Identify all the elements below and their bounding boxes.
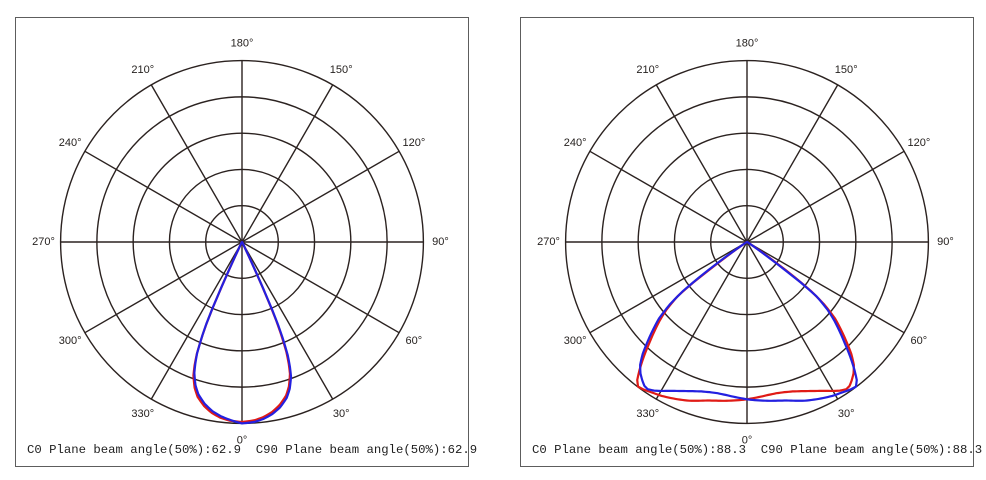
angle-label: 210° <box>636 64 659 76</box>
beam-angle-caption-1: C0 Plane beam angle(50%):62.9 C90 Plane … <box>27 443 478 457</box>
angle-label: 60° <box>406 335 423 347</box>
curve-c90 <box>193 240 293 425</box>
angle-label: 300° <box>564 335 587 347</box>
angle-label: 300° <box>59 335 82 347</box>
angle-label: 150° <box>835 64 858 76</box>
angle-label: 240° <box>59 137 82 149</box>
angle-label: 90° <box>937 236 954 248</box>
polar-chart-canvas-1: 0° 30° 60° 90° 120° 150° 180° 210° 240° 270° 300° 3… <box>32 38 449 447</box>
angle-label: 180° <box>231 38 254 50</box>
angle-label: 330° <box>636 408 659 420</box>
polar-chart-canvas-2: 0° 30° 60° 90° 120° 150° 180° 210° 240° 270° 300° 3… <box>537 38 954 447</box>
angle-label: 120° <box>402 137 425 149</box>
angle-label: 210° <box>131 64 154 76</box>
angle-label: 0° <box>237 434 248 446</box>
curve-c90 <box>639 240 858 402</box>
angle-label: 120° <box>907 137 930 149</box>
angle-label: 0° <box>742 434 753 446</box>
angle-label: 330° <box>131 408 154 420</box>
angle-label: 270° <box>32 236 55 248</box>
angle-label: 30° <box>333 408 350 420</box>
angle-label: 270° <box>537 236 560 248</box>
angle-label: 240° <box>564 137 587 149</box>
angle-label: 60° <box>911 335 928 347</box>
polar-chart-panel-1: 0° 30° 60° 90° 120° 150° 180° 210° 240° 270° 300° 3… <box>15 17 477 467</box>
angle-label: 180° <box>736 38 759 50</box>
angle-label: 150° <box>330 64 353 76</box>
angle-label: 90° <box>432 236 449 248</box>
angle-label: 30° <box>838 408 855 420</box>
polar-chart-panel-2: 0° 30° 60° 90° 120° 150° 180° 210° 240° 270° 300° 3… <box>520 17 982 467</box>
beam-angle-caption-2: C0 Plane beam angle(50%):88.3 C90 Plane … <box>532 443 983 457</box>
